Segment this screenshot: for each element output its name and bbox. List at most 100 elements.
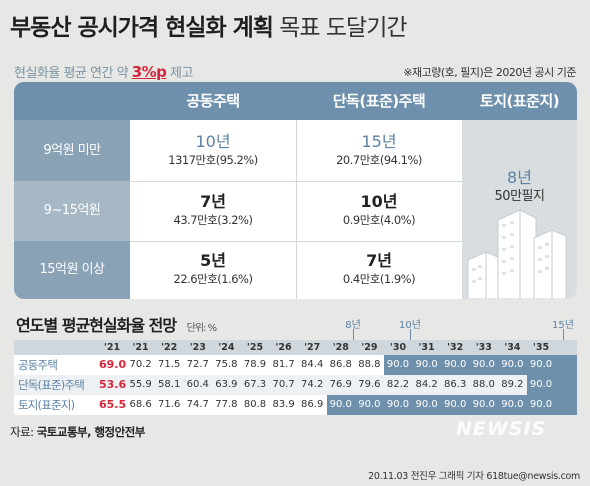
year-header-cell: '23 (189, 342, 206, 353)
goal-reached-band (326, 395, 577, 415)
rate-cell: 74.7 (186, 399, 209, 410)
cell-apt-under-9: 10년 1317만호(95.2%) (130, 132, 296, 169)
source-prefix: 자료: (10, 425, 34, 439)
cell-years: 7년 (200, 192, 226, 211)
cell-count: 50만필지 (494, 189, 545, 204)
year-header-cell: '28 (332, 342, 349, 353)
rate-cell: 90.0 (444, 359, 467, 370)
rate-cell: 90.0 (501, 359, 524, 370)
goal-reached-band (527, 375, 577, 395)
year-header-cell: '27 (304, 342, 321, 353)
credit-line: 20.11.03 전진우 그래픽 기자 618tue@newsis.com (368, 471, 580, 482)
rate-cell: 83.9 (272, 399, 295, 410)
unit-label: 단위: % (186, 323, 217, 334)
cell-count: 0.4만호(1.9%) (342, 272, 416, 286)
rate-cell: 90.0 (386, 359, 410, 370)
rate-cell: 68.6 (129, 399, 152, 410)
series-row-land: 토지(표준지) 65.5 68.6 71.6 74.7 77.8 80.8 83.9 86.9… (14, 395, 577, 415)
rate-cell: 75.8 (215, 359, 238, 370)
year-header-cell: '21 (132, 342, 149, 353)
rate-cell: 80.8 (243, 399, 267, 410)
rate-cell: 90.0 (329, 399, 352, 410)
stock-note: ※재고량(호, 필지)은 2020년 공시 기준 (403, 66, 576, 79)
marker-line (563, 329, 564, 340)
year-header-cell: '33 (475, 342, 492, 353)
header-corner (14, 82, 130, 120)
marker-10yr: 10년 (399, 320, 421, 331)
cell-years: 15년 (361, 132, 397, 151)
rate-cell: 53.6 (99, 378, 127, 391)
rate-cell: 71.6 (158, 399, 181, 410)
yearly-rate-table: '21 '21 '22 '23 '24 '25 '26 '27 '28 '29 '30 '31 '32 '… (14, 340, 577, 415)
series-row-apartment: 공동주택 69.0 70.2 71.5 72.7 75.8 78.9 81.7 84.4 86.… (14, 355, 577, 375)
rate-cell: 74.2 (301, 379, 324, 390)
rate-cell: 90.0 (386, 399, 410, 410)
rate-cell: 89.2 (501, 379, 524, 390)
row-over-15: 15억원 이상 (14, 241, 130, 299)
land-column: 8년 50만필지 (462, 120, 577, 299)
rate-cell: 90.0 (529, 379, 553, 390)
rate-cell: 71.5 (158, 359, 181, 370)
cell-years: 7년 (366, 251, 392, 270)
marker-line (410, 329, 411, 340)
cell-land: 8년 50만필지 (462, 168, 577, 205)
year-header-cell: '26 (275, 342, 292, 353)
year-header-cell: '31 (418, 342, 435, 353)
rate-cell: 72.7 (186, 359, 209, 370)
year-header-cell: '29 (361, 342, 378, 353)
rate-cell: 77.8 (215, 399, 238, 410)
rate-cell: 88.8 (358, 359, 381, 370)
year-header-cell: '32 (447, 342, 464, 353)
title-light: 목표 도달기간 (279, 15, 407, 41)
rate-cell: 67.3 (243, 379, 267, 390)
rate-cell: 79.6 (358, 379, 381, 390)
series-label: 토지(표준지) (18, 398, 75, 412)
year-header-cell: '22 (161, 342, 178, 353)
subtitle-suffix: 제고 (170, 66, 193, 81)
rate-cell: 81.7 (272, 359, 295, 370)
marker-8yr: 8년 (345, 320, 361, 331)
source: 자료: 국토교통부, 행정안전부 (10, 424, 145, 440)
col-apartment: 공동주택 (186, 92, 240, 110)
series-label: 단독(표준)주택 (18, 378, 85, 392)
graphic-title: 부동산 공시가격 현실화 계획 목표 도달기간 (10, 8, 408, 42)
subtitle: 현실화율 평균 연간 약 3%p 제고 (14, 62, 193, 81)
rate-cell: 84.2 (415, 379, 438, 390)
section-title: 연도별 평균현실화율 전망 단위: % (16, 312, 217, 336)
year-header-cell: '34 (504, 342, 521, 353)
cell-years: 8년 (507, 168, 532, 187)
rate-cell: 58.1 (158, 379, 181, 390)
year-header-cell: '21 (103, 342, 121, 353)
cell-apt-9-15: 7년 43.7만호(3.2%) (130, 192, 296, 229)
year-header-cell: '30 (389, 342, 407, 353)
cell-count: 20.7만호(94.1%) (336, 153, 422, 167)
year-header-cell: '35 (532, 342, 550, 353)
rate-cell: 90.0 (415, 359, 438, 370)
rate-cell: 84.4 (301, 359, 324, 370)
rate-cell: 90.0 (472, 359, 495, 370)
cell-apt-over-15: 5년 22.6만호(1.6%) (130, 251, 296, 288)
cell-years: 10년 (360, 192, 398, 211)
rate-cell: 90.0 (472, 399, 495, 410)
rate-cell: 86.8 (329, 359, 352, 370)
title-bold: 부동산 공시가격 현실화 계획 (10, 15, 274, 41)
col-divider (296, 120, 297, 299)
rate-cell: 82.2 (386, 379, 410, 390)
rate-cell: 63.9 (215, 379, 238, 390)
rate-cell: 69.0 (99, 358, 127, 371)
cell-count: 0.9만호(4.0%) (342, 213, 416, 227)
marker-15yr: 15년 (552, 320, 574, 331)
rate-cell: 90.0 (444, 399, 467, 410)
col-land: 토지(표준지) (479, 92, 560, 110)
rate-cell: 70.2 (129, 359, 152, 370)
row-9-to-15: 9~15억원 (14, 181, 130, 241)
year-header-cell: '24 (218, 342, 235, 353)
col-detached-house: 단독(표준)주택 (332, 92, 426, 110)
rate-cell: 86.3 (444, 379, 467, 390)
rate-cell: 55.9 (129, 379, 152, 390)
cell-count: 1317만호(95.2%) (168, 153, 258, 167)
cell-house-under-9: 15년 20.7만호(94.1%) (296, 132, 462, 169)
cell-years: 5년 (200, 251, 226, 270)
target-period-table: 공동주택 단독(표준)주택 토지(표준지) 9억원 미만 9~15억원 15억원… (14, 82, 577, 299)
rate-cell: 90.0 (529, 359, 553, 370)
